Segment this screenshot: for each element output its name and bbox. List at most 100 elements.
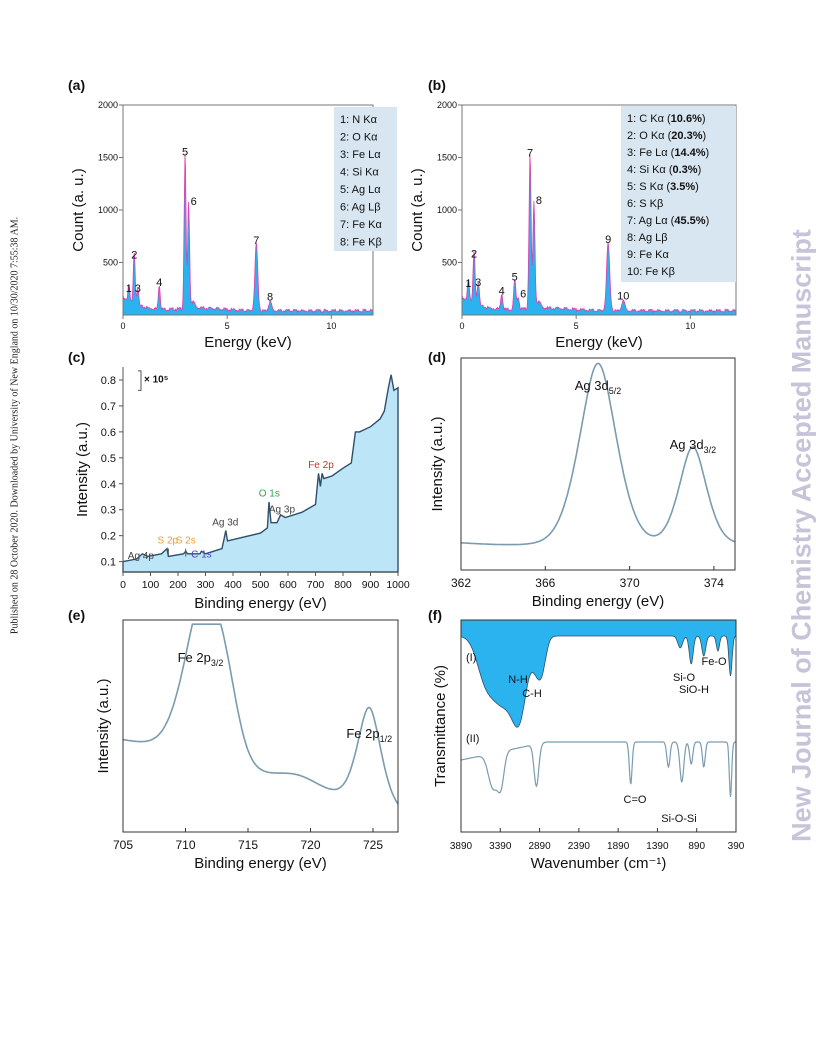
legend-entry: 10: Fe Kβ xyxy=(627,266,675,278)
legend-entry: 8: Fe Kβ xyxy=(340,237,382,249)
x-tick-label: 600 xyxy=(279,579,297,591)
y-tick-label: 0.8 xyxy=(101,375,116,387)
peak-label: Fe 2p1/2 xyxy=(346,726,392,744)
plot-frame xyxy=(460,357,736,571)
peak-label: 8 xyxy=(267,292,273,304)
peak-label: Ag 4p xyxy=(128,551,155,562)
peak-label: O 1s xyxy=(259,489,280,500)
xps-survey-panel: (c) 0 100 200 300 400 500 600 700 800 900 1000 0.1 0.… xyxy=(68,349,410,612)
x-tick-label: 362 xyxy=(451,576,471,590)
y-tick-label: 1000 xyxy=(437,205,457,215)
peak-label: 9 xyxy=(605,234,611,246)
plot-frame xyxy=(460,619,737,833)
x-tick-label: 3390 xyxy=(489,841,512,852)
y-tick-label: 2000 xyxy=(98,100,118,110)
scale-note: × 10⁵ xyxy=(144,375,169,386)
y-tick-label: 1000 xyxy=(98,205,118,215)
x-tick-label: 890 xyxy=(688,841,705,852)
x-tick-label: 100 xyxy=(142,579,160,591)
ftir-annotation: SiO-H xyxy=(679,684,709,696)
survey-spectrum xyxy=(122,374,399,573)
panel-label: (b) xyxy=(428,77,446,93)
legend-entry: 3: Fe Lα (14.4%) xyxy=(627,147,709,159)
peak-label: 6 xyxy=(191,196,197,208)
x-tick-label: 0 xyxy=(120,321,125,331)
panel-label: (c) xyxy=(68,349,85,365)
ftir-annotation: C=O xyxy=(624,794,647,806)
peak-label: 2 xyxy=(131,250,137,262)
legend-entry: 7: Fe Kα xyxy=(340,219,382,231)
ftir-annotation: C-H xyxy=(522,688,542,700)
legend-entry: 6: S Kβ xyxy=(627,198,663,210)
x-tick-label: 2390 xyxy=(568,841,591,852)
legend-entry: 7: Ag Lα (45.5%) xyxy=(627,215,709,227)
x-tick-label: 720 xyxy=(300,838,320,852)
x-tick-label: 710 xyxy=(175,838,195,852)
peak-label: Ag 3d5/2 xyxy=(575,378,622,396)
peak-label: 2 xyxy=(471,249,477,261)
x-axis-label: Energy (keV) xyxy=(204,334,292,351)
peak-label: Ag 3d xyxy=(212,517,238,528)
peak-label: Fe 2p3/2 xyxy=(178,650,224,668)
eds-spectrum xyxy=(461,154,737,316)
y-axis-label: Intensity (a.u.) xyxy=(74,422,91,517)
y-tick-label: 0.5 xyxy=(101,453,116,465)
xps-panel-e: (e) 705 710 715 720 725 Fe 2p3/2 Fe 2p1/2 Bindin… xyxy=(68,607,399,872)
x-tick-label: 0 xyxy=(459,321,464,331)
peak-label: 1 xyxy=(126,283,132,295)
y-axis-label: Intensity (a.u.) xyxy=(95,678,112,773)
x-axis-label: Binding energy (eV) xyxy=(532,593,665,610)
x-tick-label: 370 xyxy=(620,576,640,590)
panel-label: (d) xyxy=(428,349,446,365)
peak-label: C 1s xyxy=(191,550,212,561)
eds-panel-a: (a) 0 5 10 500 1000 1500 2000 Energy (keV) Count … xyxy=(68,77,397,351)
ftir-annotation: Fe-O xyxy=(701,656,727,668)
y-axis-label: Intensity (a.u.) xyxy=(429,416,446,511)
peak-label: 7 xyxy=(527,148,533,160)
ftir-annotation: Si-O xyxy=(673,672,695,684)
legend-box xyxy=(621,106,736,282)
panel-label: (e) xyxy=(68,607,85,623)
ftir-spectrum-II xyxy=(460,741,736,798)
plot-frame xyxy=(122,619,399,833)
x-tick-label: 390 xyxy=(728,841,745,852)
peak-label: 8 xyxy=(536,195,542,207)
scale-bracket xyxy=(138,370,142,391)
x-tick-label: 400 xyxy=(224,579,242,591)
legend-entry: 9: Fe Kα xyxy=(627,249,669,261)
xps-spectrum xyxy=(461,362,736,546)
peak-label: 4 xyxy=(499,285,505,297)
peak-label: 4 xyxy=(156,277,162,289)
y-tick-label: 2000 xyxy=(437,100,457,110)
peak-label: 10 xyxy=(617,291,629,303)
series-label: (II) xyxy=(466,733,479,745)
legend-entry: 5: Ag Lα xyxy=(340,184,381,196)
legend-entry: 6: Ag Lβ xyxy=(340,202,381,214)
peak-label: S 2s xyxy=(176,535,196,546)
peak-label: Fe 2p xyxy=(308,460,334,471)
x-tick-label: 725 xyxy=(363,838,383,852)
legend-entry: 2: O Kα xyxy=(340,132,378,144)
y-axis-label: Transmittance (%) xyxy=(432,665,449,787)
x-tick-label: 800 xyxy=(334,579,352,591)
peak-label: 1 xyxy=(465,278,471,290)
legend-entry: 1: N Kα xyxy=(340,114,378,126)
peak-label: 5 xyxy=(512,272,518,284)
y-tick-label: 1500 xyxy=(437,153,457,163)
ftir-annotation: N-H xyxy=(508,674,528,686)
x-axis-label: Wavenumber (cm⁻¹) xyxy=(531,855,667,872)
legend-entry: 1: C Kα (10.6%) xyxy=(627,113,706,125)
x-tick-label: 10 xyxy=(685,321,695,331)
x-tick-label: 374 xyxy=(704,576,724,590)
ftir-panel: (f) 3890 3390 2890 2390 1890 1390 890 390 (I) (II)… xyxy=(428,607,745,872)
x-tick-label: 1890 xyxy=(607,841,630,852)
legend-entry: 4: Si Kα xyxy=(340,167,379,179)
x-tick-label: 5 xyxy=(225,321,230,331)
y-tick-label: 500 xyxy=(103,258,118,268)
peak-label: Ag 3d3/2 xyxy=(670,437,717,455)
peak-label: Ag 3p xyxy=(269,504,296,515)
peak-label: 7 xyxy=(253,235,259,247)
y-tick-label: 0.1 xyxy=(101,557,116,569)
x-axis-label: Energy (keV) xyxy=(555,334,643,351)
